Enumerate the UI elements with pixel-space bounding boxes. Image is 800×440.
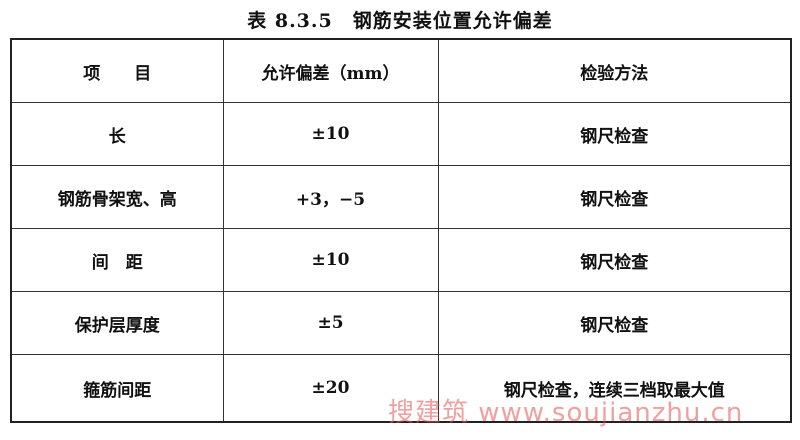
table-cell: ±10 [222,228,439,292]
header-cell: 允许偏差（mm） [222,38,439,103]
header-cell: 检验方法 [437,38,792,103]
header-cell: 项 目 [10,38,224,103]
table-cell: 钢筋骨架宽、高 [10,165,224,229]
table-row: 钢筋骨架宽、高 +3，−5 钢尺检查 [10,165,792,229]
table-row: 箍筋间距 ±20 钢尺检查，连续三档取最大值 [10,354,792,423]
table-row: 保护层厚度 ±5 钢尺检查 [10,291,792,355]
table-cell: ±5 [222,291,439,355]
table-cell: 箍筋间距 [10,354,224,423]
table-cell: 钢尺检查 [437,228,792,292]
table: 项 目允许偏差（mm） 检验方法长 ±10 钢尺检查 钢筋骨架宽、高 +3，−5 钢尺检查间… [10,38,792,423]
table-title: 表 8.3.5 钢筋安装位置允许偏差 [247,10,553,32]
table-cell: 保护层厚度 [10,291,224,355]
watermark: 搜建筑 www.soujianzhu.cn [388,398,744,428]
table-cell: 长 [10,102,224,166]
table-cell: 钢尺检查 [437,291,792,355]
table-row: 间 距 ±10 钢尺检查 [10,228,792,292]
table-cell: 钢尺检查 [437,165,792,229]
table-cell: ±20 [222,354,439,423]
table-cell: 钢尺检查，连续三档取最大值 [437,354,792,423]
table-cell: 钢尺检查 [437,102,792,166]
table-cell: ±10 [222,102,439,166]
table-cell: +3，−5 [222,165,439,229]
table-row: 长 ±10 钢尺检查 [10,102,792,166]
table-cell: 间 距 [10,228,224,292]
header-row: 项 目允许偏差（mm） 检验方法 [10,38,792,103]
